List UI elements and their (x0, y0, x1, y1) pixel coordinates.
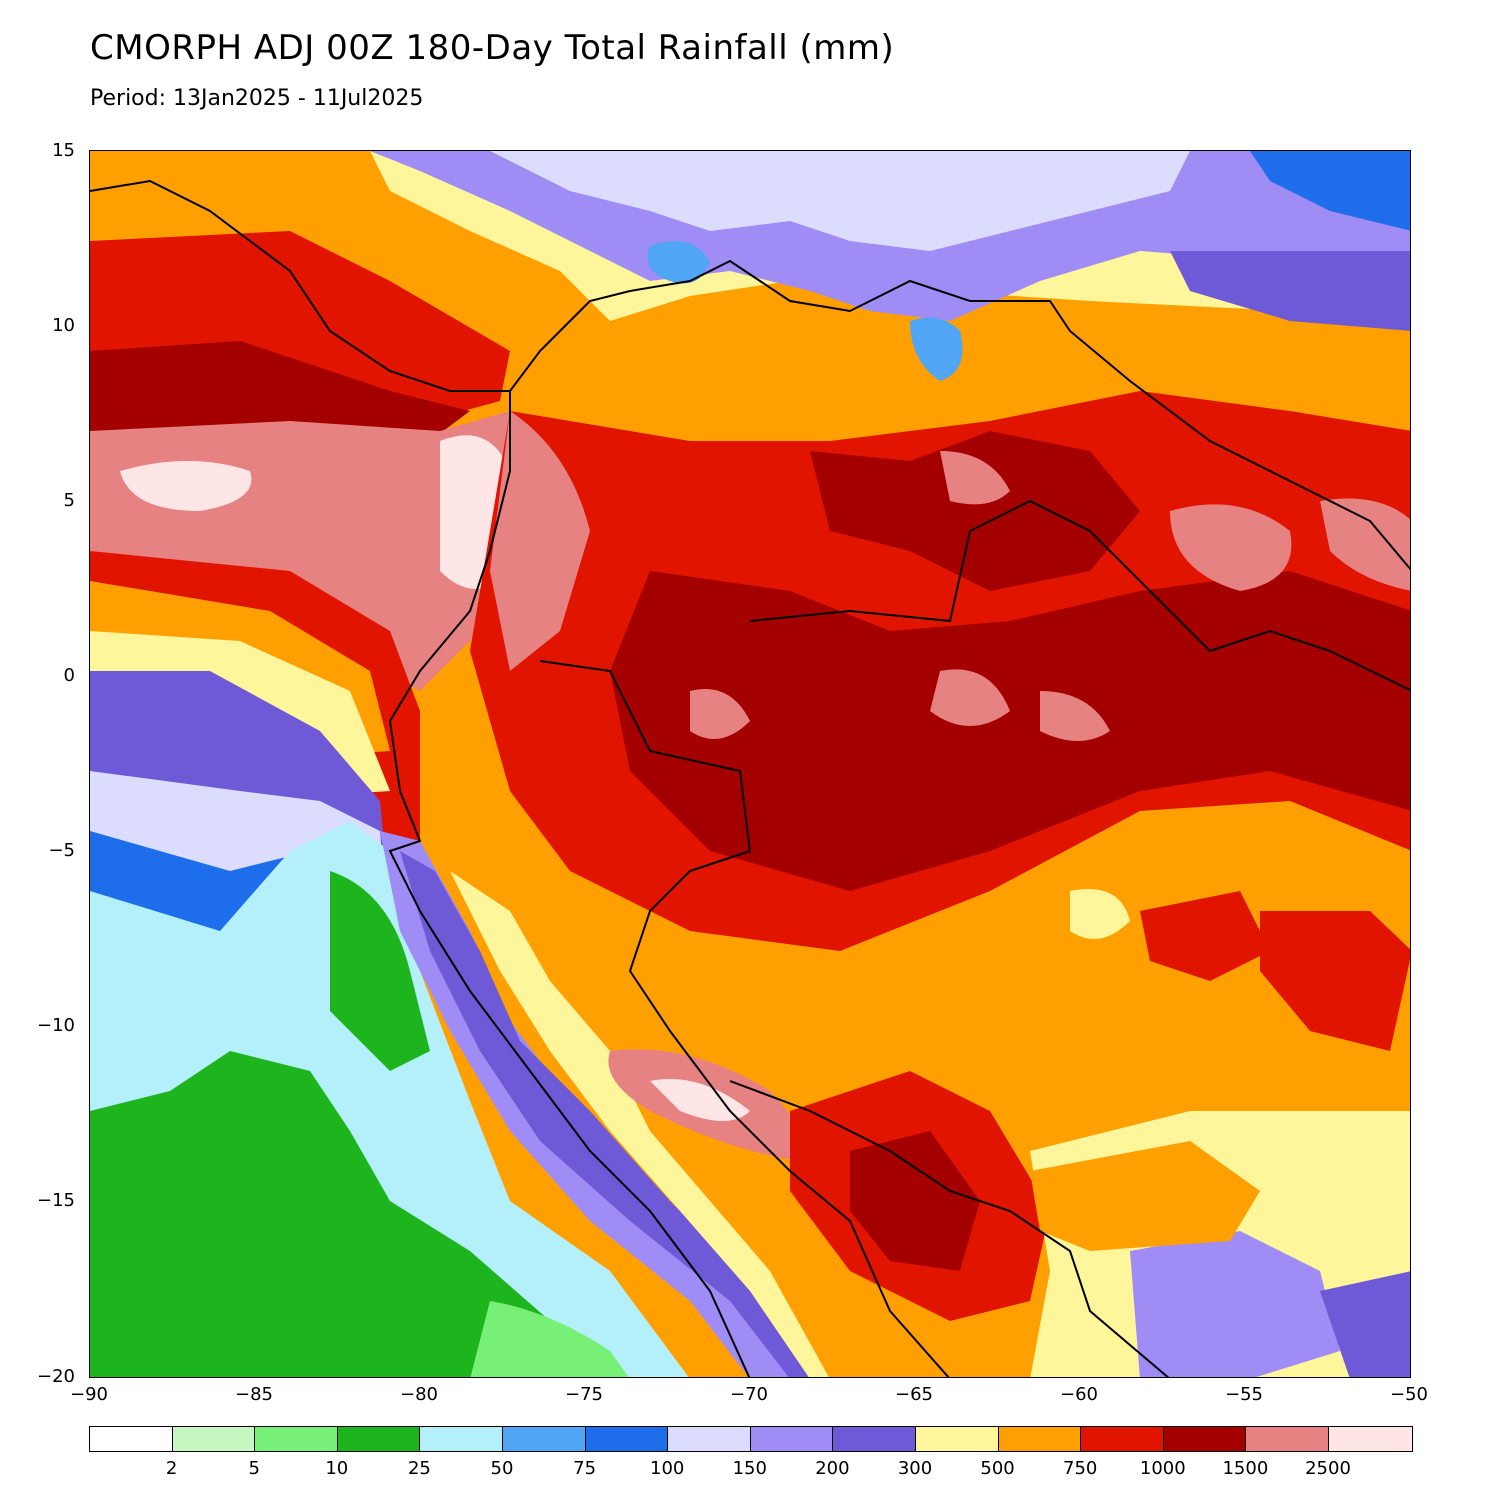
lon-tick-label: −80 (400, 1384, 438, 1405)
colorbar-swatch (585, 1427, 669, 1451)
colorbar-label: 2500 (1305, 1458, 1351, 1479)
lon-tick-label: −90 (70, 1384, 108, 1405)
colorbar-swatch (1081, 1427, 1164, 1451)
colorbar-label: 500 (980, 1458, 1015, 1479)
period-subtitle: Period: 13Jan2025 - 11Jul2025 (90, 86, 424, 111)
colorbar-swatch (998, 1427, 1082, 1451)
colorbar-label: 1000 (1139, 1458, 1186, 1479)
lon-tick-label: −50 (1390, 1384, 1428, 1405)
map-title: CMORPH ADJ 00Z 180-Day Total Rainfall (m… (90, 28, 895, 68)
colorbar-label: 25 (407, 1458, 431, 1479)
rainfall-map (89, 150, 1411, 1378)
lon-tick-label: −55 (1225, 1384, 1263, 1405)
colorbar-swatch (915, 1427, 999, 1451)
colorbar-label: 150 (732, 1458, 767, 1479)
lat-tick-label: −10 (37, 1015, 75, 1036)
colorbar-label: 5 (248, 1458, 260, 1479)
lat-tick-label: 15 (52, 140, 75, 161)
lon-tick-label: −70 (730, 1384, 768, 1405)
lon-tick-label: −65 (895, 1384, 933, 1405)
lon-tick-label: −60 (1060, 1384, 1098, 1405)
colorbar-swatch (833, 1427, 916, 1451)
colorbar-swatch (90, 1427, 173, 1451)
colorbar-swatch (255, 1427, 338, 1451)
lat-tick-label: 0 (63, 665, 75, 686)
colorbar-swatch (668, 1427, 751, 1451)
lat-tick-label: −20 (37, 1366, 75, 1387)
colorbar-label: 300 (897, 1458, 933, 1479)
lat-tick-label: 10 (52, 315, 75, 336)
colorbar-label: 50 (490, 1458, 514, 1479)
colorbar-swatch (420, 1427, 503, 1451)
colorbar-label: 10 (325, 1458, 349, 1479)
colorbar-label: 75 (573, 1458, 597, 1479)
rainfall-colorbar (89, 1426, 1413, 1452)
colorbar-label: 2 (165, 1458, 178, 1479)
lat-tick-label: −15 (37, 1190, 75, 1211)
colorbar-label: 100 (650, 1458, 685, 1479)
colorbar-swatch (1328, 1427, 1412, 1451)
lon-tick-label: −85 (235, 1384, 273, 1405)
colorbar-label: 200 (815, 1458, 850, 1479)
colorbar-label: 1500 (1222, 1458, 1269, 1479)
lon-tick-label: −75 (565, 1384, 603, 1405)
colorbar-swatch (172, 1427, 256, 1451)
colorbar-label: 750 (1063, 1458, 1098, 1479)
colorbar-swatch (337, 1427, 421, 1451)
colorbar-swatch (502, 1427, 586, 1451)
lat-tick-label: 5 (63, 490, 75, 511)
lat-tick-label: −5 (48, 840, 75, 861)
colorbar-swatch (1163, 1427, 1247, 1451)
colorbar-swatch (750, 1427, 834, 1451)
colorbar-swatch (1246, 1427, 1329, 1451)
rainfall-field (90, 151, 1410, 1377)
